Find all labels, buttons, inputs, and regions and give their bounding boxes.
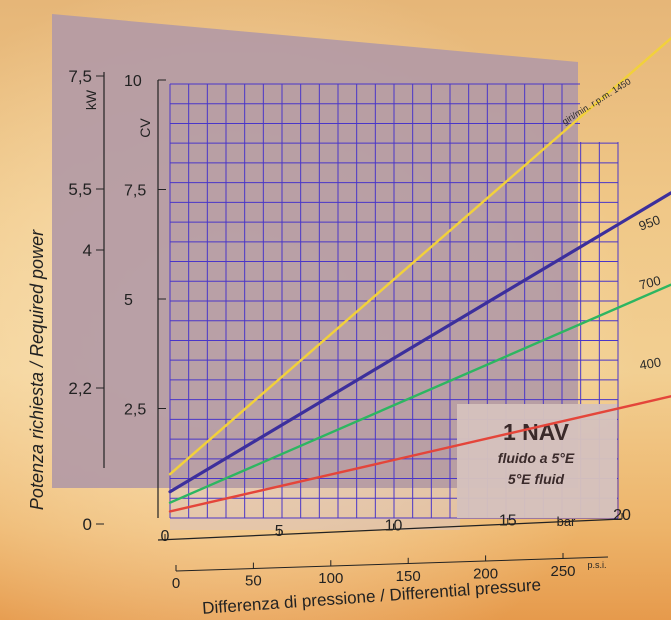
series-line-giri-min-r-p-m-1450 (168, 37, 671, 476)
cv-ticks: 10 7,5 5 2,5 (124, 73, 166, 419)
kw-unit-label: kW (83, 89, 99, 110)
series-label: 700 (638, 273, 663, 293)
kw-tick-label: 4 (83, 241, 92, 260)
annotation-line2: 5°E fluid (508, 471, 565, 487)
bar-unit-label: bar (557, 514, 576, 529)
kw-tick-label: 5,5 (68, 180, 92, 199)
y-axis-title: Potenza richiesta / Required power (27, 229, 47, 510)
kw-tick-label: 7,5 (68, 67, 92, 86)
bar-tick-label: 0 (161, 528, 170, 545)
series-label: 400 (638, 354, 662, 372)
bar-tick-label: 10 (385, 518, 403, 535)
psi-tick-label: 200 (473, 565, 498, 582)
psi-unit-label: p.s.i. (587, 560, 606, 570)
cv-tick-label: 10 (124, 73, 142, 90)
psi-tick-label: 150 (396, 568, 421, 585)
kw-ticks: 7,5 5,5 4 2,2 0 (68, 67, 104, 534)
bar-tick-label: 15 (499, 512, 517, 529)
annotation-line1: fluido a 5°E (498, 450, 575, 466)
kw-tick-label: 0 (83, 515, 92, 534)
bar-axis-line (157, 518, 623, 541)
cv-tick-label: 7,5 (124, 183, 146, 200)
series-line-950 (168, 191, 671, 494)
bar-tick-label: 20 (613, 507, 631, 524)
psi-ticks: 0 50 100 150 200 250 (172, 553, 576, 592)
annotation-box (457, 404, 617, 518)
series-label: 950 (637, 212, 663, 234)
series-line-700 (168, 283, 671, 504)
bar-tick-label: 5 (275, 523, 284, 540)
psi-tick-label: 100 (318, 570, 343, 587)
psi-tick-label: 0 (172, 575, 180, 592)
chart-panel (52, 14, 578, 488)
cv-tick-label: 5 (124, 292, 133, 309)
cv-tick-label: 2,5 (124, 402, 146, 419)
series-group (168, 37, 671, 513)
psi-tick-label: 50 (245, 573, 262, 590)
bar-ticks: 0 5 10 15 20 (161, 507, 631, 545)
kw-tick-label: 2,2 (68, 379, 92, 398)
psi-axis-line (175, 556, 609, 572)
cv-unit-label: CV (137, 118, 153, 138)
psi-tick-label: 250 (550, 563, 575, 580)
series-line-400 (168, 395, 671, 513)
grid-lower-backdrop (170, 488, 460, 530)
